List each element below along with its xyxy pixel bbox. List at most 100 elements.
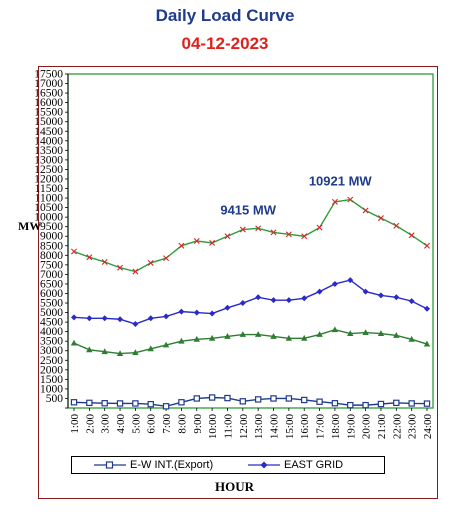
data-point — [162, 341, 170, 348]
data-point — [316, 288, 323, 295]
data-point — [316, 331, 323, 337]
y-tick-label: 17000 — [34, 78, 63, 90]
y-tick-label: 13500 — [34, 145, 63, 157]
data-point — [224, 394, 231, 402]
y-tick-label: 8000 — [40, 250, 63, 262]
data-point — [423, 400, 431, 407]
data-point — [347, 330, 354, 336]
data-point — [377, 400, 385, 408]
data-point — [147, 345, 154, 352]
series-line-1 — [73, 279, 428, 325]
data-point — [377, 330, 385, 336]
x-tick-label: 17:00 — [315, 414, 327, 440]
chart-date: 04-12-2023 — [181, 34, 269, 53]
data-point — [147, 259, 154, 266]
x-tick-label: 1:00 — [69, 414, 81, 434]
x-tick-label: 8:00 — [176, 414, 188, 434]
y-tick-label: 16000 — [34, 97, 63, 109]
data-point — [209, 310, 216, 317]
data-point — [331, 198, 338, 205]
data-point — [239, 331, 247, 337]
x-tick-label: 14:00 — [269, 414, 281, 440]
x-tick-label: 13:00 — [253, 414, 265, 440]
data-point — [178, 337, 185, 344]
data-point — [255, 225, 262, 232]
data-point — [316, 224, 323, 231]
data-point — [377, 215, 384, 222]
data-point — [193, 335, 200, 342]
x-tick-label: 18:00 — [330, 414, 342, 440]
data-point — [116, 350, 124, 357]
x-tick-label: 23:00 — [407, 414, 419, 440]
data-point — [224, 233, 231, 240]
y-tick-label: 2500 — [40, 355, 63, 367]
y-tick-label: 4500 — [40, 317, 63, 329]
legend-swatch-east-grid — [248, 461, 280, 469]
y-tick-label: 13000 — [34, 154, 63, 166]
data-point — [208, 394, 216, 401]
annotation-label: 9415 MW — [220, 202, 276, 217]
data-point — [224, 304, 231, 311]
data-point — [408, 232, 415, 239]
data-point — [316, 398, 323, 405]
data-point — [393, 399, 400, 407]
data-point — [86, 315, 93, 322]
data-point — [408, 335, 415, 342]
x-tick-label: 9:00 — [192, 414, 204, 434]
data-point — [101, 400, 108, 407]
data-point — [178, 399, 185, 406]
y-tick-label: 12500 — [34, 164, 63, 176]
y-tick-label: 6000 — [40, 288, 63, 300]
data-point — [101, 259, 108, 265]
data-point — [285, 231, 292, 238]
data-point — [362, 329, 369, 336]
data-point — [239, 226, 246, 233]
x-tick-label: 4:00 — [115, 414, 127, 434]
data-point — [71, 248, 77, 255]
data-point — [70, 339, 78, 346]
data-point — [408, 400, 415, 407]
y-tick-label: 12000 — [34, 173, 63, 185]
data-point — [270, 297, 277, 304]
data-point — [362, 207, 369, 214]
data-point — [132, 349, 139, 356]
y-tick-label: 1000 — [40, 383, 63, 395]
x-tick-label: 2:00 — [84, 414, 96, 434]
y-tick-label: 3000 — [40, 345, 63, 357]
data-point — [193, 309, 200, 316]
chart-title: Daily Load Curve — [155, 6, 295, 25]
data-point — [362, 401, 369, 409]
series-line-2 — [73, 329, 428, 355]
data-point — [86, 346, 93, 353]
data-point — [393, 332, 400, 338]
annotation-label: 10921 MW — [309, 174, 373, 189]
chart-legend: E-W INT.(Export) EAST GRID — [71, 456, 385, 474]
data-point — [178, 308, 185, 315]
data-point — [209, 239, 216, 246]
y-tick-label: 1500 — [40, 374, 63, 386]
data-point — [101, 348, 108, 355]
data-point — [362, 288, 369, 295]
data-point — [301, 295, 308, 302]
data-point — [255, 294, 262, 301]
x-tick-label: 24:00 — [422, 414, 434, 440]
data-point — [254, 396, 262, 403]
data-point — [86, 254, 93, 261]
y-tick-label: 9500 — [40, 221, 63, 233]
data-point — [147, 400, 154, 408]
legend-label-east-grid: EAST GRID — [284, 459, 344, 471]
legend-swatch-ew-int — [94, 461, 126, 469]
x-tick-label: 15:00 — [284, 414, 296, 440]
data-point — [193, 238, 200, 244]
data-point — [347, 401, 354, 409]
data-point — [347, 277, 354, 284]
y-tick-label: 5000 — [40, 307, 63, 319]
y-tick-label: 15500 — [34, 107, 63, 119]
data-point — [208, 334, 216, 341]
plot-area-border — [67, 73, 434, 409]
data-point — [331, 326, 339, 333]
data-point — [285, 395, 293, 402]
y-tick-label: 5500 — [40, 298, 63, 310]
y-tick-label: 15000 — [34, 116, 63, 128]
